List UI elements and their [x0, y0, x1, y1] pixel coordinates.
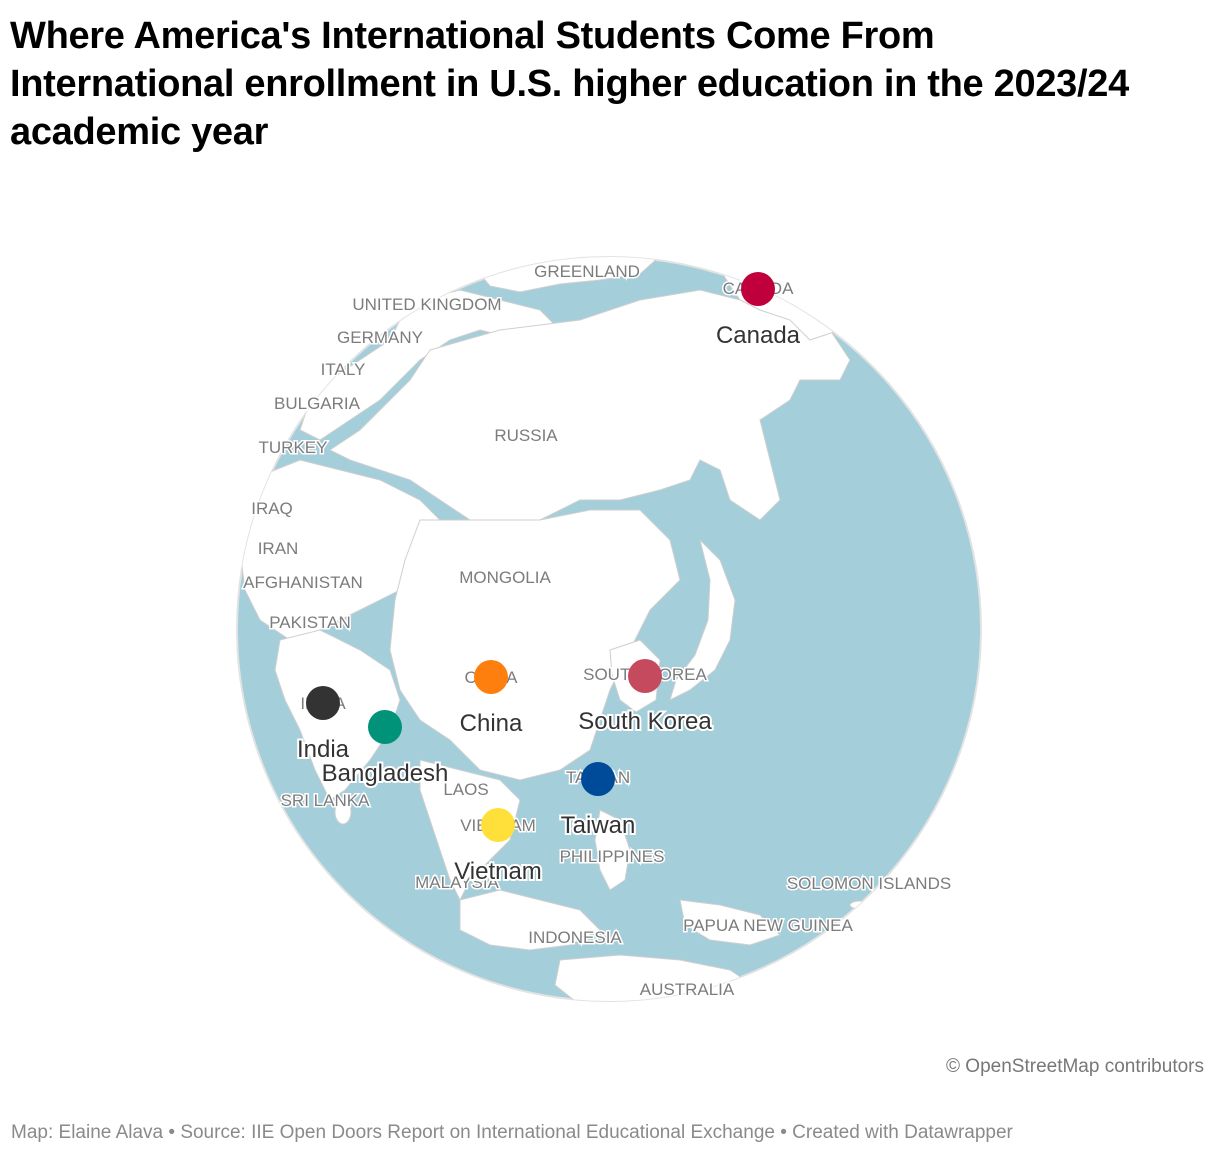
- label-turkey: TURKEY: [259, 438, 328, 457]
- label-laos: LAOS: [443, 780, 488, 799]
- marker-india[interactable]: [306, 686, 340, 720]
- footer-tool[interactable]: Created with Datawrapper: [792, 1122, 1013, 1143]
- label-iraq: IRAQ: [251, 499, 293, 518]
- label-iran: IRAN: [258, 539, 299, 558]
- label-bulgaria: BULGARIA: [274, 394, 361, 413]
- marker-canada[interactable]: [741, 272, 775, 306]
- southeast-asia-land: [419, 759, 521, 902]
- marker-label-taiwan: Taiwan: [561, 812, 636, 839]
- footer-source[interactable]: Source: IIE Open Doors Report on Interna…: [180, 1122, 775, 1143]
- sri-lanka-land: [334, 799, 352, 825]
- chart-title: Where America's International Students C…: [10, 15, 935, 57]
- markers: [306, 272, 775, 842]
- chart-subtitle: International enrollment in U.S. higher …: [10, 63, 1129, 153]
- label-greenland: GREENLAND: [534, 262, 640, 281]
- east-asia-land: [389, 509, 681, 781]
- philippines-land: [594, 809, 631, 891]
- label-solomon-islands: SOLOMON ISLANDS: [787, 874, 951, 893]
- png-land: [679, 899, 781, 946]
- label-indonesia: INDONESIA: [528, 928, 622, 947]
- label-malaysia: MALAYSIA: [415, 873, 499, 892]
- marker-label-south-korea: South Korea: [578, 708, 712, 735]
- marker-taiwan[interactable]: [581, 762, 615, 796]
- japan-land: [669, 538, 736, 701]
- label-australia: AUSTRALIA: [640, 980, 735, 999]
- marker-label-bangladesh: Bangladesh: [322, 760, 449, 787]
- label-philippines: PHILIPPINES: [560, 847, 665, 866]
- marker-label-india: India: [297, 736, 350, 763]
- marker-south-korea[interactable]: [628, 659, 662, 693]
- label-afghanistan: AFGHANISTAN: [243, 573, 363, 592]
- marker-china[interactable]: [474, 660, 508, 694]
- label-papua-new-guinea: PAPUA NEW GUINEA: [683, 916, 853, 935]
- label-russia: RUSSIA: [494, 426, 558, 445]
- footer-separator-2: •: [774, 1122, 793, 1143]
- footer: Map: Elaine Alava • Source: IIE Open Doo…: [11, 1122, 1013, 1144]
- solomon-islands-land: [849, 900, 871, 910]
- label-pakistan: PAKISTAN: [269, 613, 351, 632]
- marker-label-canada: Canada: [716, 322, 801, 349]
- india-land: [274, 629, 401, 801]
- marker-label-vietnam: Vietnam: [454, 858, 542, 885]
- marker-vietnam[interactable]: [481, 808, 515, 842]
- header: Where America's International Students C…: [10, 12, 1190, 156]
- label-mongolia: MONGOLIA: [459, 568, 551, 587]
- label-united-kingdom: UNITED KINGDOM: [352, 295, 501, 314]
- indonesia-land: [459, 889, 601, 951]
- base-labels: GREENLAND CANADA UNITED KINGDOM GERMANY …: [242, 261, 953, 1001]
- marker-labels: Canada South Korea China India Banglades…: [295, 320, 803, 887]
- label-italy: ITALY: [321, 360, 366, 379]
- label-germany: GERMANY: [337, 328, 423, 347]
- europe-land: [299, 289, 561, 441]
- footer-credit: Map: Elaine Alava: [11, 1122, 164, 1143]
- marker-label-china: China: [460, 710, 523, 737]
- map-attribution: © OpenStreetMap contributors: [946, 1056, 1204, 1077]
- label-sri-lanka: SRI LANKA: [281, 791, 370, 810]
- marker-bangladesh[interactable]: [368, 710, 402, 744]
- middle-east-land: [239, 459, 441, 641]
- footer-separator-1: •: [163, 1122, 181, 1143]
